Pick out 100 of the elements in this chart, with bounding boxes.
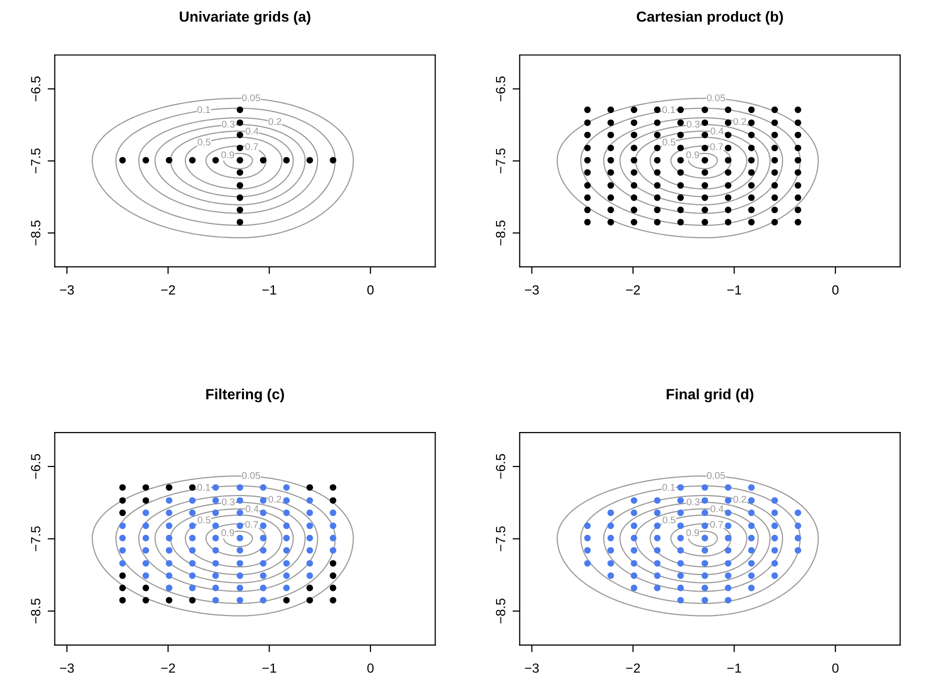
x-tick-label: −2 [161, 285, 175, 294]
annotation: 0.05 [242, 94, 260, 102]
annotation: 0.2 [268, 496, 282, 503]
point [189, 156, 196, 164]
y-tick-label: −8.5 [30, 220, 40, 246]
x-tick-label: −1 [727, 285, 742, 294]
point [306, 584, 314, 592]
chart-title: Filtering (c) [206, 388, 284, 402]
point [166, 156, 172, 164]
x-tick-label: −2 [626, 663, 640, 673]
point [236, 106, 244, 114]
point [166, 484, 172, 491]
point [330, 572, 336, 579]
y-tick-label: −6.5 [496, 454, 506, 479]
annotation: 0.2 [268, 118, 282, 125]
point [236, 156, 244, 164]
point [236, 144, 244, 152]
annotation: 0.4 [246, 505, 259, 512]
point [330, 584, 336, 592]
point [260, 156, 266, 164]
annotation: 0.4 [710, 505, 724, 512]
point [330, 484, 336, 491]
point [306, 484, 314, 491]
annotation: 0.3 [222, 120, 235, 128]
point [119, 584, 126, 592]
annotation: 0.1 [662, 106, 675, 114]
annotation: 0.1 [197, 484, 210, 491]
point [212, 156, 219, 164]
y-tick-label: −8.5 [496, 598, 506, 624]
annotation: 0.7 [245, 143, 258, 150]
x-tick-label: −1 [727, 664, 742, 673]
annotation: 0.05 [242, 472, 260, 479]
x-tick-label: −3 [524, 285, 539, 295]
x-tick-label: 0 [367, 663, 374, 673]
x-tick-label: −1 [262, 664, 276, 673]
y-tick-label: −7.5 [496, 526, 506, 552]
y-tick-label: −7.5 [496, 148, 506, 174]
point [283, 156, 290, 164]
annotation: 0.5 [662, 516, 676, 524]
point [142, 584, 150, 592]
point [330, 560, 336, 567]
annotation: 0.3 [686, 498, 700, 506]
annotation: 0.5 [198, 138, 210, 146]
y-tick-label: −8.5 [30, 598, 40, 624]
point [236, 218, 244, 226]
x-tick-label: 0 [832, 285, 839, 295]
x-tick-label: −3 [60, 663, 74, 673]
point [330, 596, 336, 604]
x-tick-label: −3 [60, 285, 74, 295]
point [119, 156, 126, 164]
point [119, 572, 126, 579]
point [330, 156, 336, 164]
annotation: 0.3 [686, 120, 700, 128]
point [236, 169, 244, 176]
point [236, 182, 244, 189]
annotation: 0.9 [221, 529, 234, 536]
annotation: 0.2 [733, 118, 746, 125]
point [166, 596, 172, 604]
point [236, 132, 244, 138]
annotation: 0.1 [662, 484, 675, 491]
x-tick-label: 0 [832, 663, 839, 673]
x-tick-label: −2 [626, 285, 640, 294]
point [236, 206, 244, 214]
x-tick-label: −3 [524, 663, 539, 673]
annotation: 0.2 [733, 496, 746, 503]
point [283, 596, 290, 604]
annotation: 0.7 [710, 521, 723, 528]
point [189, 596, 196, 604]
y-tick-label: −7.5 [31, 526, 40, 552]
annotation: 0.9 [686, 151, 699, 158]
point [236, 119, 244, 126]
chart-title: Final grid (d) [666, 388, 754, 402]
point [119, 484, 126, 491]
point [236, 194, 244, 201]
point [119, 596, 126, 604]
y-tick-label: −6.5 [30, 454, 40, 479]
annotation: 0.9 [686, 529, 699, 536]
annotation: 0.9 [221, 151, 234, 158]
y-tick-label: −6.5 [30, 76, 40, 102]
point [306, 596, 314, 604]
x-tick-label: −2 [161, 663, 175, 673]
y-tick-label: −6.5 [496, 76, 506, 102]
annotation: 0.3 [222, 498, 235, 506]
annotation: 0.05 [706, 94, 726, 102]
point [119, 497, 126, 504]
chart-title: Univariate grids (a) [180, 11, 310, 25]
point [142, 497, 150, 504]
annotation: 0.05 [706, 472, 726, 479]
point [330, 497, 336, 504]
y-tick-label: −8.5 [496, 220, 506, 246]
chart-title: Cartesian product (b) [636, 11, 783, 25]
annotation: 0.5 [198, 516, 210, 524]
point [142, 596, 150, 604]
annotation: 0.4 [246, 128, 259, 135]
x-tick-label: −1 [262, 285, 276, 294]
x-tick-label: 0 [367, 285, 374, 295]
annotation: 0.7 [245, 521, 258, 528]
annotation: 0.7 [710, 143, 723, 150]
point [189, 484, 196, 491]
point [142, 156, 150, 164]
